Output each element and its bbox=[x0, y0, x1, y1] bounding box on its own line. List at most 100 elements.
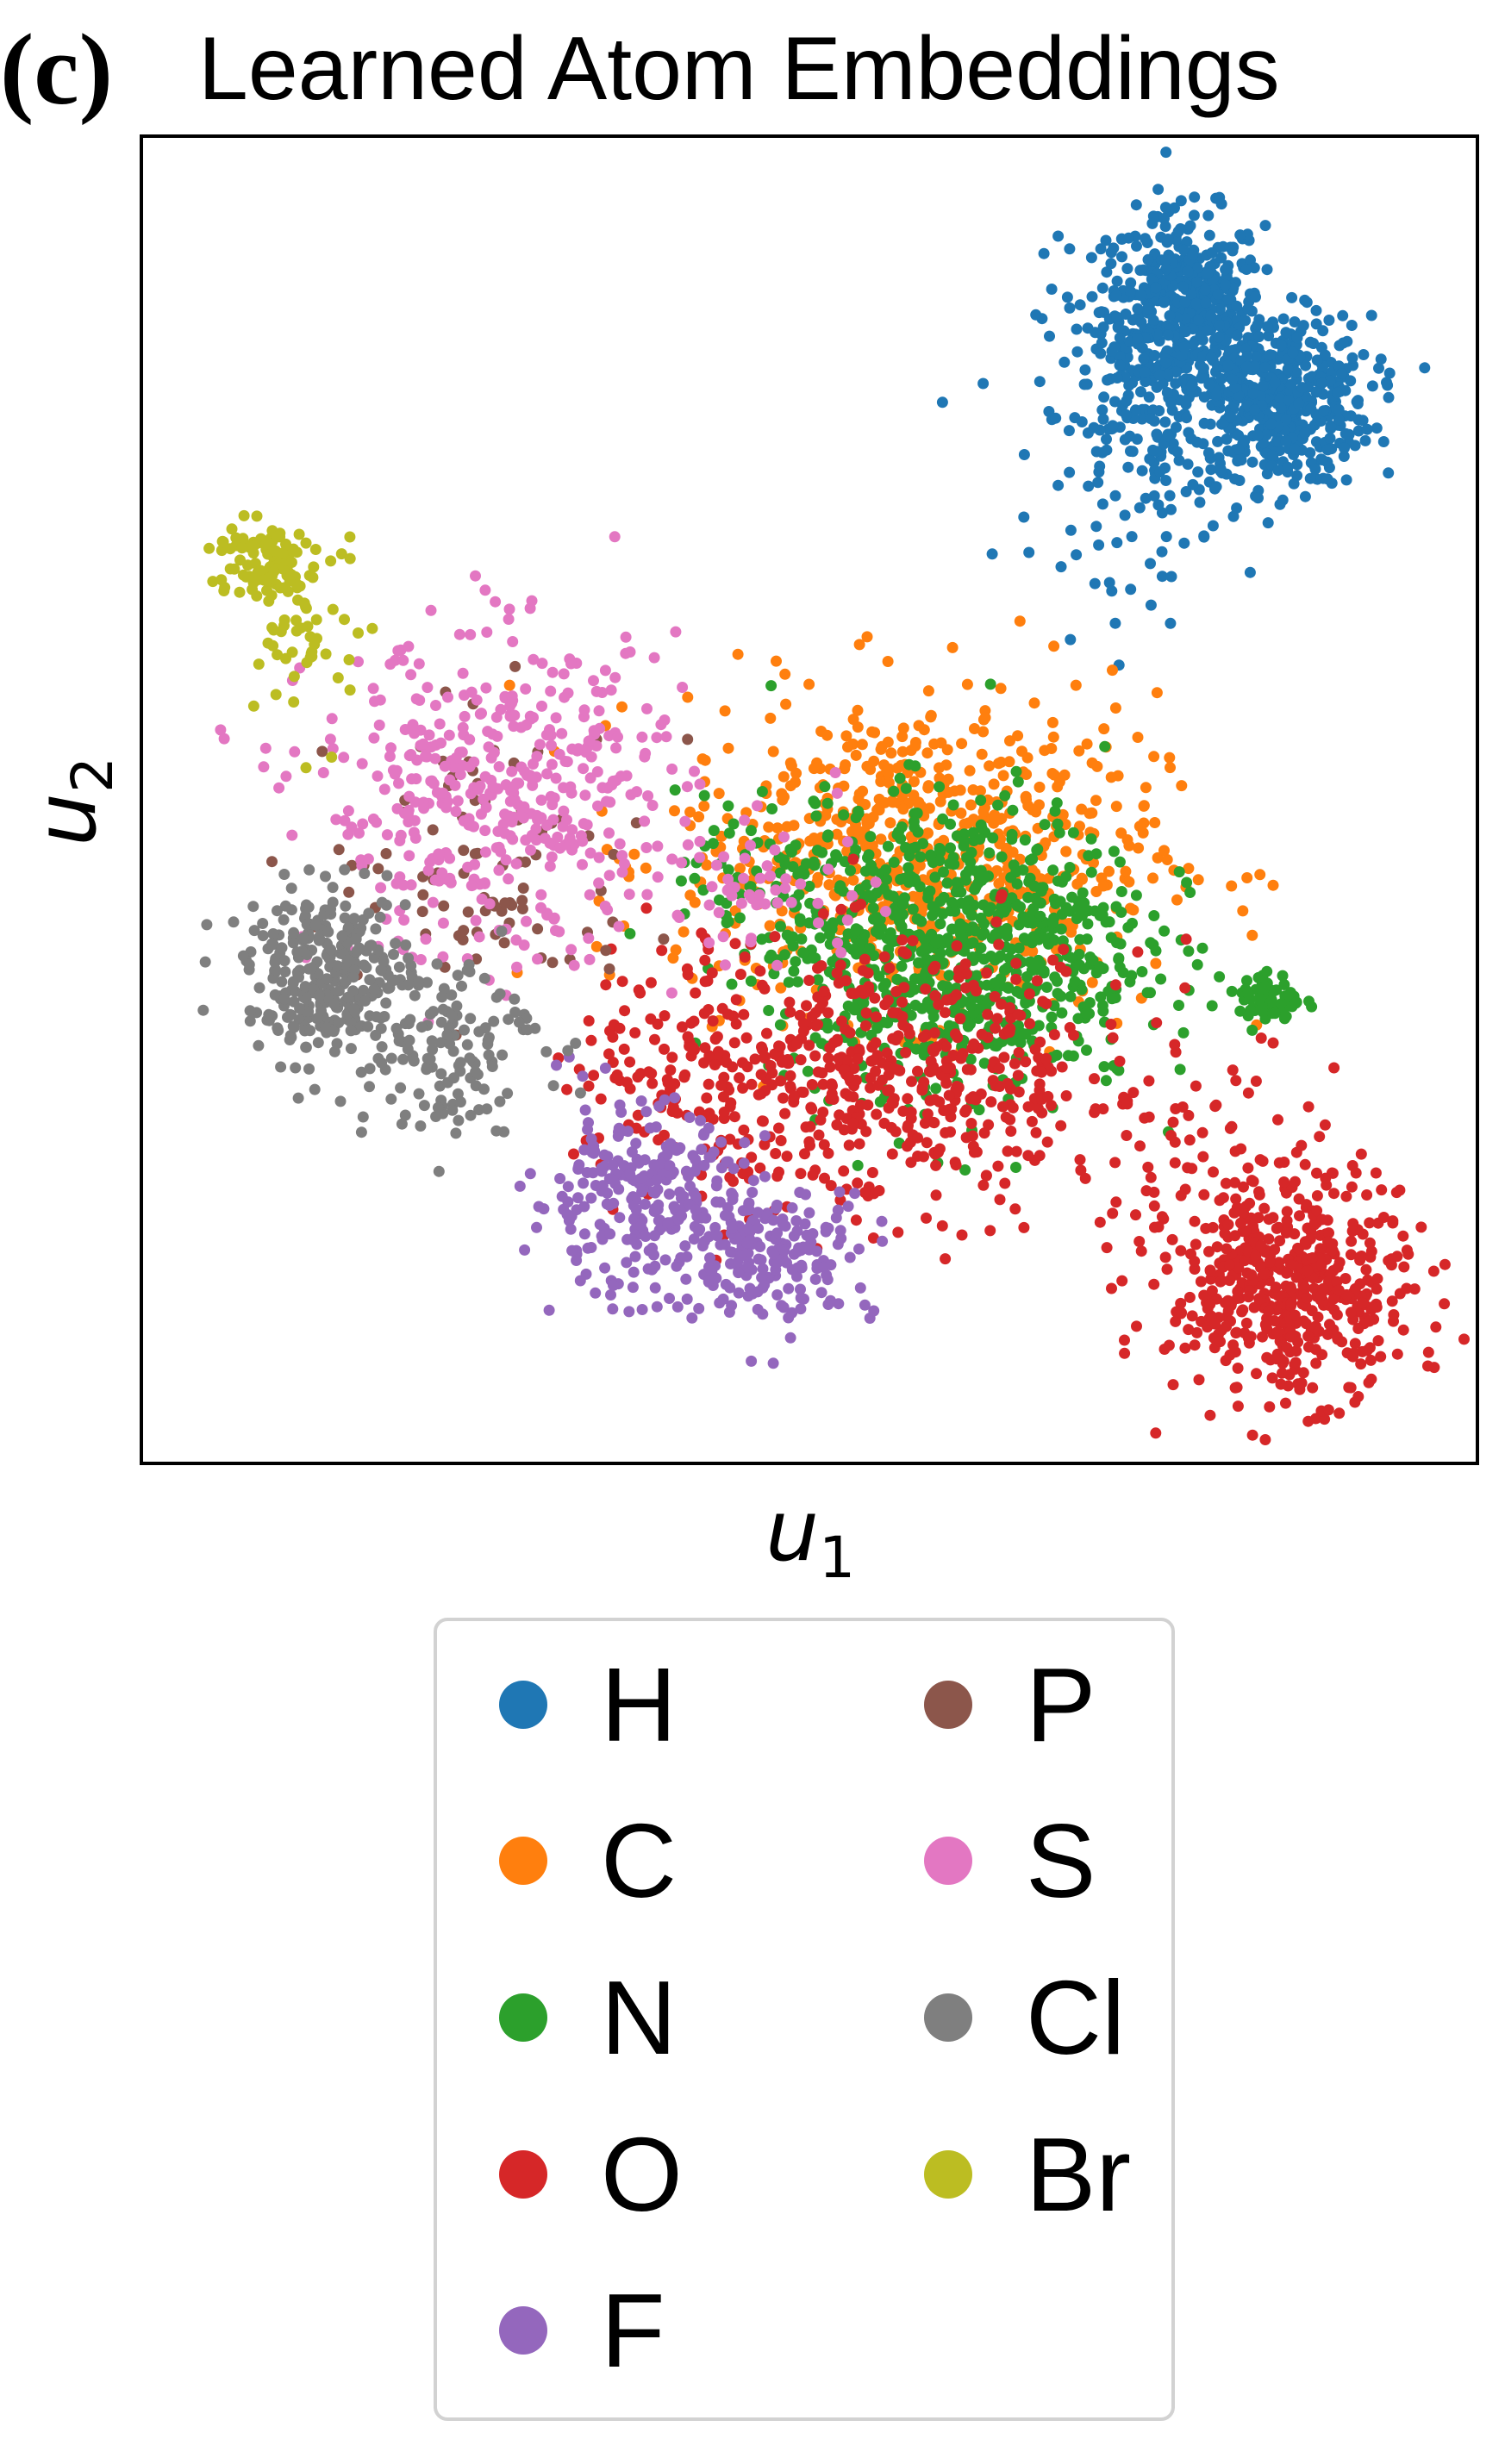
point-f bbox=[820, 1226, 832, 1238]
point-h bbox=[1132, 333, 1144, 344]
point-h bbox=[1201, 324, 1213, 336]
point-f bbox=[636, 1186, 648, 1198]
point-c bbox=[616, 701, 628, 713]
point-c bbox=[1107, 664, 1118, 677]
point-o bbox=[1013, 1086, 1025, 1098]
point-n bbox=[1158, 925, 1171, 937]
point-n bbox=[1246, 1024, 1258, 1036]
point-h bbox=[1105, 258, 1117, 270]
point-n bbox=[624, 927, 636, 939]
point-o bbox=[905, 1157, 917, 1169]
point-h bbox=[1252, 319, 1264, 331]
point-f bbox=[771, 1257, 784, 1269]
point-o bbox=[1159, 1251, 1171, 1263]
point-n bbox=[956, 921, 968, 933]
point-o bbox=[618, 1043, 630, 1055]
point-s bbox=[666, 763, 678, 775]
point-h bbox=[1135, 289, 1147, 301]
point-f bbox=[551, 1059, 562, 1071]
point-o bbox=[1179, 1342, 1191, 1354]
point-o bbox=[614, 1022, 626, 1034]
point-o bbox=[797, 1086, 809, 1098]
point-o bbox=[1022, 1101, 1034, 1113]
point-n bbox=[1055, 923, 1067, 935]
point-f bbox=[721, 1156, 733, 1168]
point-h bbox=[1246, 456, 1258, 468]
point-o bbox=[1229, 1382, 1241, 1394]
point-o bbox=[1032, 1102, 1044, 1114]
point-c bbox=[941, 744, 953, 756]
point-f bbox=[543, 1304, 555, 1316]
point-o bbox=[1299, 1158, 1311, 1170]
point-o bbox=[1189, 1256, 1201, 1267]
point-s bbox=[640, 747, 652, 759]
point-o bbox=[1458, 1333, 1470, 1345]
point-s bbox=[470, 914, 482, 926]
point-o bbox=[754, 965, 766, 977]
point-o bbox=[781, 1151, 793, 1163]
point-s bbox=[439, 760, 451, 772]
point-o bbox=[815, 1114, 827, 1126]
point-f bbox=[589, 1145, 601, 1157]
point-o bbox=[991, 1013, 1003, 1025]
point-h bbox=[1215, 198, 1227, 210]
point-s bbox=[641, 889, 653, 901]
point-o bbox=[824, 1042, 836, 1054]
point-n bbox=[941, 877, 953, 889]
point-o bbox=[1267, 1037, 1279, 1049]
point-c bbox=[1115, 827, 1127, 839]
point-h bbox=[1136, 465, 1148, 477]
point-n bbox=[1018, 933, 1030, 945]
point-o bbox=[966, 1130, 978, 1142]
point-n bbox=[948, 858, 960, 870]
point-s bbox=[479, 825, 491, 837]
point-o bbox=[1364, 1217, 1376, 1229]
point-c bbox=[882, 656, 894, 667]
point-h bbox=[1274, 393, 1286, 404]
point-f bbox=[756, 1271, 768, 1283]
point-h bbox=[1265, 418, 1277, 430]
point-o bbox=[1364, 1354, 1377, 1366]
point-o bbox=[1346, 1226, 1358, 1237]
point-f bbox=[710, 1180, 722, 1192]
point-f bbox=[639, 1154, 651, 1166]
point-s bbox=[706, 881, 718, 893]
point-o bbox=[1148, 1278, 1160, 1290]
point-c bbox=[977, 726, 990, 738]
point-h bbox=[1366, 380, 1378, 392]
point-o bbox=[1360, 1263, 1372, 1276]
point-s bbox=[521, 915, 532, 927]
point-c bbox=[1147, 872, 1158, 884]
point-n bbox=[865, 831, 877, 843]
point-n bbox=[1082, 918, 1094, 930]
point-o bbox=[878, 1117, 890, 1129]
point-h bbox=[1286, 291, 1298, 303]
point-f bbox=[680, 1273, 692, 1285]
point-n bbox=[834, 883, 846, 895]
point-p bbox=[457, 934, 469, 945]
point-o bbox=[1246, 1429, 1258, 1441]
point-c bbox=[1110, 801, 1122, 813]
point-f bbox=[796, 1262, 808, 1274]
point-c bbox=[780, 698, 792, 710]
point-f bbox=[607, 1159, 619, 1171]
point-n bbox=[1085, 866, 1097, 878]
point-o bbox=[1210, 1099, 1222, 1111]
point-c bbox=[1158, 845, 1170, 857]
point-s bbox=[552, 831, 564, 843]
point-c bbox=[684, 806, 696, 818]
point-n bbox=[1062, 1050, 1074, 1062]
point-n bbox=[888, 857, 900, 868]
point-o bbox=[834, 1109, 846, 1121]
point-h bbox=[1275, 402, 1287, 414]
point-o bbox=[1183, 1109, 1195, 1121]
point-o bbox=[1186, 1310, 1198, 1322]
point-n bbox=[891, 973, 903, 985]
point-s bbox=[326, 713, 338, 725]
point-c bbox=[1226, 880, 1238, 892]
point-h bbox=[1219, 278, 1231, 290]
point-o bbox=[1345, 1307, 1357, 1319]
point-n bbox=[984, 847, 996, 859]
point-n bbox=[788, 965, 800, 977]
point-c bbox=[1083, 808, 1096, 820]
